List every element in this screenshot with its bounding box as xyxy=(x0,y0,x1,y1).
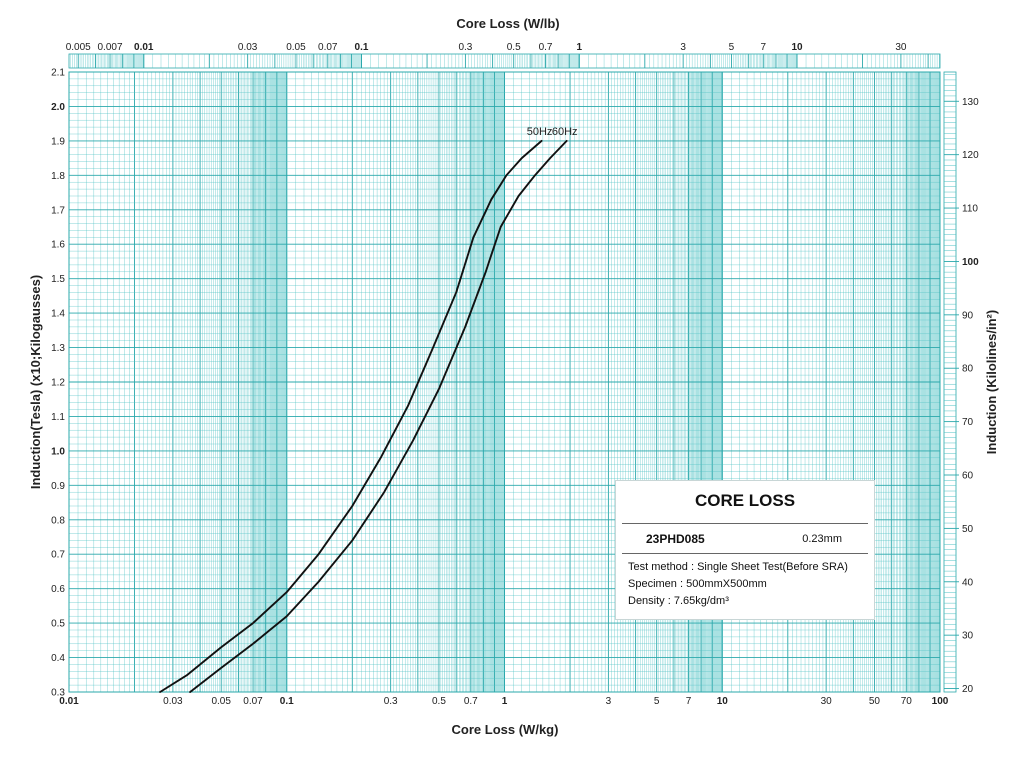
y-tick-label: 1.8 xyxy=(51,171,65,182)
tick-labels: 0.01 0.03 0.05 0.07 0.1 0.3 0.5 0.7 1 3 5 7 10 30 50 70… xyxy=(51,42,979,707)
x-top-tick-label: 3 xyxy=(680,42,686,53)
x-tick-label: 1 xyxy=(502,696,508,707)
legend-divider xyxy=(622,523,868,524)
y-tick-label: 2.0 xyxy=(51,102,65,113)
x-top-tick-label: 0.3 xyxy=(458,42,472,53)
y-axis-title: Induction(Tesla) (x10;Kilogausses) xyxy=(28,275,43,489)
y-tick-label: 1.9 xyxy=(51,136,65,147)
x-tick-label: 0.5 xyxy=(432,696,446,707)
y-right-tick-label: 70 xyxy=(962,417,974,428)
x-top-tick-label: 0.007 xyxy=(98,42,123,53)
x-top-tick-label: 0.005 xyxy=(66,42,91,53)
y-right-tick-label: 20 xyxy=(962,684,974,695)
x-top-tick-label: 0.05 xyxy=(286,42,306,53)
y-tick-label: 2.1 xyxy=(51,68,65,79)
x-top-tick-label: 30 xyxy=(895,42,907,53)
y-tick-label: 0.8 xyxy=(51,515,65,526)
series-label-50hz: 50Hz xyxy=(527,126,553,138)
y-right-tick-label: 90 xyxy=(962,310,974,321)
legend-grade: 23PHD085 xyxy=(646,532,705,546)
x-tick-label: 0.3 xyxy=(384,696,398,707)
chart-axes xyxy=(68,71,941,693)
x-top-tick-label: 0.1 xyxy=(355,42,369,53)
x-top-tick-label: 0.07 xyxy=(318,42,338,53)
x-top-tick-label: 0.5 xyxy=(507,42,521,53)
x-tick-label: 7 xyxy=(686,696,692,707)
x-axis-title: Core Loss (W/kg) xyxy=(452,722,559,737)
y-right-tick-label: 110 xyxy=(962,204,978,215)
y-tick-label: 1.5 xyxy=(51,274,65,285)
x-top-tick-label: 7 xyxy=(760,42,766,53)
legend-specimen: Specimen : 500mmX500mm xyxy=(628,578,767,590)
series-label-60hz: 60Hz xyxy=(552,126,578,138)
legend-title: CORE LOSS xyxy=(694,491,796,510)
y-axis-title-right: Induction (Kilolines/in²) xyxy=(984,310,999,454)
right-scale-strip xyxy=(943,71,957,693)
legend-density: Density : 7.65kg/dm³ xyxy=(628,595,729,607)
x-tick-label: 5 xyxy=(654,696,660,707)
y-tick-label: 1.0 xyxy=(51,446,65,457)
x-top-tick-label: 0.01 xyxy=(134,42,154,53)
x-top-tick-label: 10 xyxy=(791,42,803,53)
legend-box: CORE LOSS 23PHD085 0.23mm Test method : … xyxy=(615,480,875,620)
x-top-tick-label: 0.7 xyxy=(539,42,553,53)
top-scale-strip xyxy=(68,53,941,69)
y-right-tick-label: 50 xyxy=(962,524,974,535)
curve-60hz xyxy=(189,139,568,693)
y-tick-label: 0.4 xyxy=(51,653,65,664)
x-tick-label: 0.05 xyxy=(211,696,231,707)
y-tick-label: 0.3 xyxy=(51,688,65,699)
y-tick-label: 0.6 xyxy=(51,584,65,595)
y-tick-label: 1.7 xyxy=(51,205,65,216)
x-tick-label: 30 xyxy=(821,696,833,707)
x-top-tick-label: 1 xyxy=(576,42,582,53)
plot-frame xyxy=(68,71,941,693)
curves: 50Hz 60Hz xyxy=(159,126,578,693)
y-tick-label: 1.4 xyxy=(51,309,65,320)
y-right-tick-label: 130 xyxy=(962,97,979,108)
x-tick-label: 100 xyxy=(932,696,949,707)
y-tick-label: 0.7 xyxy=(51,550,65,561)
y-tick-label: 1.6 xyxy=(51,240,65,251)
y-right-tick-label: 80 xyxy=(962,364,974,375)
x-top-tick-label: 5 xyxy=(729,42,735,53)
y-tick-label: 0.5 xyxy=(51,619,65,630)
y-right-tick-label: 100 xyxy=(962,257,979,268)
y-right-tick-label: 60 xyxy=(962,470,974,481)
x-tick-label: 0.01 xyxy=(59,696,79,707)
x-tick-label: 0.07 xyxy=(243,696,263,707)
y-tick-label: 1.2 xyxy=(51,378,65,389)
x-tick-label: 0.1 xyxy=(280,696,294,707)
x-axis-title-top: Core Loss (W/lb) xyxy=(456,16,559,31)
legend-thickness: 0.23mm xyxy=(802,533,842,545)
curve-50hz xyxy=(159,139,543,693)
x-tick-label: 0.03 xyxy=(163,696,183,707)
x-tick-label: 0.7 xyxy=(464,696,478,707)
y-right-tick-label: 40 xyxy=(962,577,974,588)
x-tick-label: 10 xyxy=(717,696,729,707)
x-tick-label: 50 xyxy=(869,696,881,707)
x-top-tick-label: 0.03 xyxy=(238,42,258,53)
legend-divider xyxy=(622,553,868,554)
y-tick-label: 1.3 xyxy=(51,343,65,354)
y-right-tick-label: 30 xyxy=(962,631,974,642)
x-tick-label: 70 xyxy=(901,696,913,707)
x-tick-label: 3 xyxy=(606,696,612,707)
y-tick-label: 1.1 xyxy=(51,412,65,423)
legend-test-method: Test method : Single Sheet Test(Before S… xyxy=(628,561,848,573)
y-right-tick-label: 120 xyxy=(962,150,979,161)
y-tick-label: 0.9 xyxy=(51,481,65,492)
